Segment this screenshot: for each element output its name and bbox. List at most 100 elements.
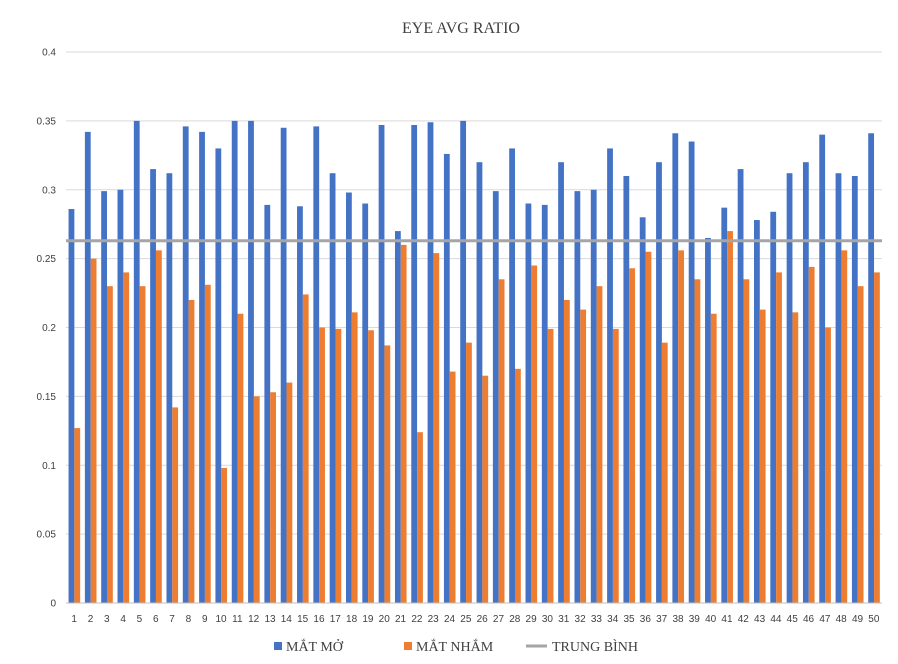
- bar-series-1-30[interactable]: [541, 204, 548, 603]
- bar-series-1-5[interactable]: [133, 120, 140, 603]
- bar-series-2-45[interactable]: [792, 312, 799, 603]
- bar-series-2-47[interactable]: [825, 327, 831, 604]
- bar-series-2-44[interactable]: [776, 272, 782, 603]
- bar-series-1-39[interactable]: [688, 141, 695, 604]
- bar-series-1-31[interactable]: [558, 162, 564, 603]
- bar-series-1-15[interactable]: [297, 206, 303, 603]
- bar-series-1-46[interactable]: [802, 162, 809, 603]
- bar-series-1-23[interactable]: [427, 122, 434, 603]
- bar-series-1-38[interactable]: [672, 133, 679, 603]
- bar-series-2-1[interactable]: [74, 428, 81, 603]
- bar-series-1-37[interactable]: [656, 162, 662, 603]
- bar-series-2-34[interactable]: [612, 328, 619, 603]
- bar-series-1-19[interactable]: [362, 203, 369, 603]
- bar-series-2-42[interactable]: [743, 279, 750, 603]
- legend-item-average[interactable]: TRUNG BÌNH: [526, 638, 638, 655]
- bar-series-1-13[interactable]: [264, 204, 271, 603]
- bar-series-1-6[interactable]: [150, 169, 156, 603]
- bar-series-1-8[interactable]: [182, 126, 189, 603]
- bar-series-2-27[interactable]: [498, 279, 505, 603]
- bar-series-2-8[interactable]: [188, 299, 195, 603]
- bar-series-1-36[interactable]: [639, 217, 646, 604]
- bar-series-1-10[interactable]: [215, 148, 222, 603]
- bar-series-2-19[interactable]: [368, 330, 374, 603]
- bar-series-2-21[interactable]: [400, 244, 407, 603]
- bar-series-2-20[interactable]: [384, 345, 391, 603]
- bar-series-1-2[interactable]: [84, 131, 91, 603]
- bar-series-2-13[interactable]: [270, 392, 276, 603]
- bar-series-1-42[interactable]: [737, 169, 744, 603]
- bar-series-1-48[interactable]: [835, 173, 842, 603]
- bar-series-1-27[interactable]: [492, 191, 499, 603]
- bar-series-2-12[interactable]: [253, 396, 260, 604]
- bar-series-1-26[interactable]: [476, 162, 483, 603]
- bar-series-1-16[interactable]: [313, 126, 320, 603]
- bar-series-2-23[interactable]: [433, 253, 440, 603]
- bar-series-2-38[interactable]: [678, 250, 684, 604]
- bar-series-2-37[interactable]: [661, 342, 668, 603]
- bar-series-2-26[interactable]: [482, 375, 489, 603]
- bar-series-2-7[interactable]: [172, 407, 179, 603]
- legend-item-series-2[interactable]: MẮT NHẮM: [404, 638, 494, 655]
- bar-series-2-6[interactable]: [155, 250, 162, 604]
- bar-series-1-44[interactable]: [770, 211, 777, 604]
- bar-series-2-3[interactable]: [107, 286, 113, 603]
- bar-series-2-25[interactable]: [466, 342, 472, 603]
- bar-series-2-18[interactable]: [351, 312, 358, 603]
- bar-series-2-41[interactable]: [727, 231, 733, 603]
- bar-series-1-47[interactable]: [819, 134, 826, 603]
- bar-series-1-25[interactable]: [460, 120, 467, 603]
- bar-series-2-43[interactable]: [759, 309, 766, 603]
- bar-series-2-15[interactable]: [302, 294, 309, 603]
- bar-series-2-11[interactable]: [237, 313, 244, 603]
- bar-series-2-14[interactable]: [286, 382, 293, 603]
- bar-series-1-4[interactable]: [117, 189, 124, 603]
- bar-series-2-4[interactable]: [123, 272, 130, 603]
- bar-series-2-46[interactable]: [808, 266, 815, 603]
- bar-series-2-35[interactable]: [629, 268, 636, 603]
- bar-series-1-14[interactable]: [280, 127, 287, 603]
- bar-series-2-29[interactable]: [531, 265, 538, 603]
- bar-series-1-12[interactable]: [248, 120, 254, 603]
- bar-series-1-24[interactable]: [443, 153, 450, 603]
- bar-series-1-45[interactable]: [786, 173, 793, 603]
- legend-item-series-1[interactable]: MẮT MỞ: [274, 638, 344, 655]
- bar-series-1-20[interactable]: [378, 125, 385, 603]
- bar-series-2-31[interactable]: [563, 299, 570, 603]
- bar-series-2-36[interactable]: [645, 251, 652, 604]
- bar-series-1-22[interactable]: [411, 125, 418, 603]
- bar-series-1-35[interactable]: [623, 175, 630, 604]
- bar-series-2-28[interactable]: [515, 368, 521, 603]
- bar-series-1-18[interactable]: [346, 192, 352, 603]
- bar-series-2-10[interactable]: [221, 468, 228, 603]
- bar-series-2-32[interactable]: [580, 309, 587, 603]
- bar-series-1-9[interactable]: [199, 131, 205, 603]
- bar-series-2-5[interactable]: [139, 286, 146, 603]
- bar-series-1-43[interactable]: [754, 220, 760, 604]
- bar-series-1-1[interactable]: [68, 209, 75, 604]
- bar-series-1-34[interactable]: [607, 148, 613, 603]
- bar-series-1-33[interactable]: [590, 189, 597, 603]
- bar-series-1-21[interactable]: [394, 231, 401, 603]
- bar-series-1-32[interactable]: [574, 191, 581, 603]
- bar-series-2-2[interactable]: [90, 258, 97, 604]
- bar-series-2-50[interactable]: [874, 272, 880, 603]
- bar-series-2-17[interactable]: [335, 328, 342, 603]
- bar-series-2-33[interactable]: [596, 286, 603, 603]
- bar-series-1-17[interactable]: [329, 173, 336, 603]
- bar-series-2-48[interactable]: [841, 250, 848, 604]
- bar-series-1-28[interactable]: [509, 148, 515, 603]
- bar-series-1-50[interactable]: [868, 133, 875, 603]
- bar-series-2-49[interactable]: [857, 286, 864, 603]
- bar-series-2-9[interactable]: [204, 284, 211, 603]
- bar-series-2-40[interactable]: [710, 313, 717, 603]
- bar-series-1-7[interactable]: [166, 173, 173, 603]
- bar-series-2-16[interactable]: [319, 327, 325, 604]
- bar-series-1-40[interactable]: [705, 237, 711, 603]
- bar-series-2-30[interactable]: [547, 328, 554, 603]
- bar-series-2-22[interactable]: [417, 432, 423, 603]
- bar-series-1-49[interactable]: [851, 175, 858, 604]
- bar-series-2-39[interactable]: [694, 279, 701, 603]
- bar-series-1-11[interactable]: [231, 120, 238, 603]
- bar-series-2-24[interactable]: [449, 371, 456, 603]
